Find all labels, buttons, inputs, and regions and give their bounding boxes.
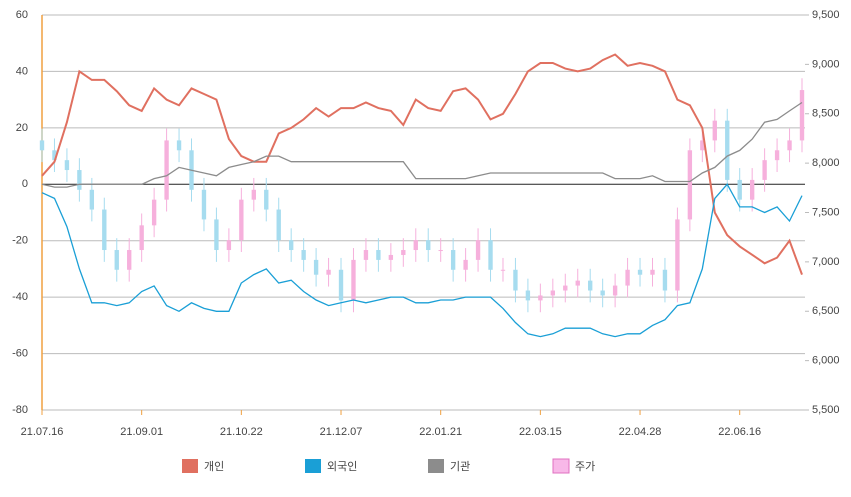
y-tick-label: -80 (12, 404, 28, 416)
candle-body (151, 199, 157, 226)
series-line (41, 53, 803, 275)
candle-body (475, 240, 481, 260)
candle-body (326, 269, 331, 275)
legend-swatch (428, 459, 444, 473)
legend-label: 개인 (204, 460, 224, 473)
candle-body (376, 250, 381, 260)
candle-body (600, 290, 605, 296)
candle-body (52, 150, 57, 161)
candle-body (313, 259, 319, 275)
candle-body (687, 150, 693, 220)
candle-body (413, 240, 418, 251)
y-tick-label: 60 (16, 9, 28, 21)
series-line (41, 183, 803, 338)
candle-body (214, 219, 219, 251)
candle-body (450, 250, 456, 270)
candle-body (538, 295, 543, 301)
candle-body (525, 290, 531, 301)
candle-body (762, 160, 767, 180)
candle-body (64, 160, 70, 171)
candle-body (438, 250, 443, 252)
candle-body (89, 189, 95, 210)
x-tick-label: 21.10.22 (220, 426, 263, 438)
candle-body (737, 179, 742, 200)
legend-label: 외국인 (327, 460, 357, 473)
y2-tick-label: 5,500 (812, 404, 840, 416)
candle-body (276, 209, 281, 241)
candle-body (264, 189, 269, 210)
y2-tick-label: 6,000 (812, 355, 840, 367)
candle-body (787, 140, 792, 151)
candle-body (301, 250, 306, 260)
candle-body (488, 240, 493, 270)
candle-body (201, 189, 207, 220)
x-tick-label: 21.07.16 (21, 426, 64, 438)
candle-body (650, 269, 655, 275)
candle-body (289, 240, 294, 251)
candle-body (338, 269, 344, 301)
x-tick-label: 21.12.07 (320, 426, 363, 438)
candle-body (675, 219, 680, 291)
candle-body (700, 140, 705, 151)
candle-body (239, 199, 244, 241)
x-tick-label: 22.06.16 (718, 426, 761, 438)
candle-body (799, 90, 805, 141)
legend-swatch (182, 459, 198, 473)
candle-body (662, 269, 668, 291)
y2-tick-label: 8,500 (812, 108, 840, 120)
candle-body (176, 140, 182, 151)
y-tick-label: 20 (16, 122, 28, 134)
legend-label: 주가 (575, 460, 595, 473)
candle-body (575, 280, 580, 286)
candle-body (588, 280, 593, 291)
y-tick-label: -20 (12, 235, 28, 247)
candle-body (749, 179, 755, 200)
candle-body (251, 189, 256, 200)
candle-body (388, 254, 394, 260)
candle-body (550, 290, 555, 296)
y2-tick-label: 6,500 (812, 305, 840, 317)
y2-tick-label: 7,000 (812, 256, 840, 268)
candle-body (712, 120, 717, 141)
y-tick-label: -40 (12, 291, 28, 303)
candle-body (363, 250, 369, 260)
candle-body (77, 170, 82, 190)
candle-body (637, 269, 643, 275)
candle-body (139, 225, 144, 251)
candle-body (500, 269, 506, 271)
x-tick-label: 22.04.28 (619, 426, 662, 438)
x-tick-label: 21.09.01 (120, 426, 163, 438)
candle-body (226, 240, 232, 251)
candle-body (164, 140, 169, 200)
legend-swatch (305, 459, 321, 473)
x-tick-label: 22.01.21 (419, 426, 462, 438)
y-tick-label: 40 (16, 65, 28, 77)
y-tick-label: -60 (12, 347, 28, 359)
legend-label: 기관 (450, 460, 470, 473)
candle-body (39, 140, 45, 151)
series-line (41, 101, 803, 188)
candle-body (401, 250, 406, 255)
y2-tick-label: 7,500 (812, 206, 840, 218)
y2-tick-label: 9,500 (812, 9, 840, 21)
y2-tick-label: 8,000 (812, 157, 840, 169)
y-tick-label: 0 (22, 178, 28, 190)
candle-body (114, 250, 119, 270)
y2-tick-label: 9,000 (812, 58, 840, 70)
candle-body (127, 250, 132, 270)
candle-body (774, 150, 780, 161)
candle-body (426, 240, 431, 251)
candle-body (625, 269, 630, 286)
candle-body (563, 285, 568, 291)
candle-body (612, 285, 618, 296)
x-tick-label: 22.03.15 (519, 426, 562, 438)
candle-body (102, 209, 107, 251)
candle-body (725, 120, 730, 180)
legend-swatch (552, 458, 570, 474)
candle-body (463, 259, 468, 270)
candle-body (513, 269, 518, 291)
candle-body (351, 259, 356, 301)
